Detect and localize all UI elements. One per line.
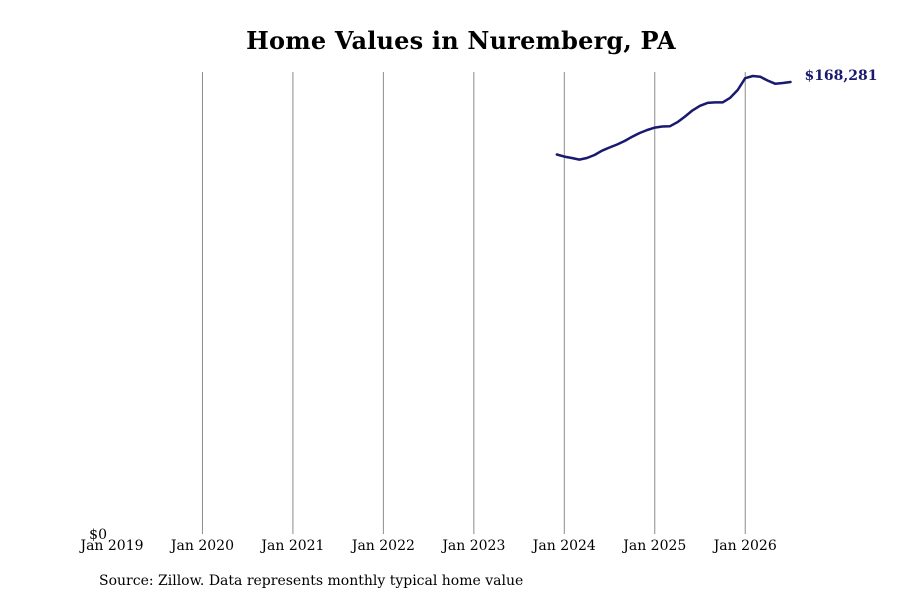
x-tick-label: Jan 2022 (350, 538, 415, 554)
x-tick-label: Jan 2021 (259, 538, 324, 554)
source-note: Source: Zillow. Data represents monthly … (99, 573, 524, 589)
x-tick-label: Jan 2020 (169, 538, 234, 554)
x-tick-label: Jan 2024 (531, 538, 596, 554)
x-tick-label: Jan 2023 (440, 538, 505, 554)
x-tick-label: Jan 2026 (712, 538, 777, 554)
series-layer (555, 74, 792, 161)
end-value-label: $168,281 (804, 68, 877, 84)
x-tick-label: Jan 2019 (78, 538, 143, 554)
chart-title: Home Values in Nuremberg, PA (246, 26, 676, 55)
gridlines (201, 72, 746, 534)
y-axis-ticks: $0 (89, 527, 107, 543)
y-tick-label: $0 (89, 527, 107, 543)
x-axis-ticks: Jan 2019 Jan 2020 Jan 2021 Jan 2022 Jan 2023… (78, 538, 776, 554)
series-line (555, 74, 792, 161)
x-tick-label: Jan 2025 (621, 538, 686, 554)
data-labels: $168,281 (804, 68, 877, 84)
